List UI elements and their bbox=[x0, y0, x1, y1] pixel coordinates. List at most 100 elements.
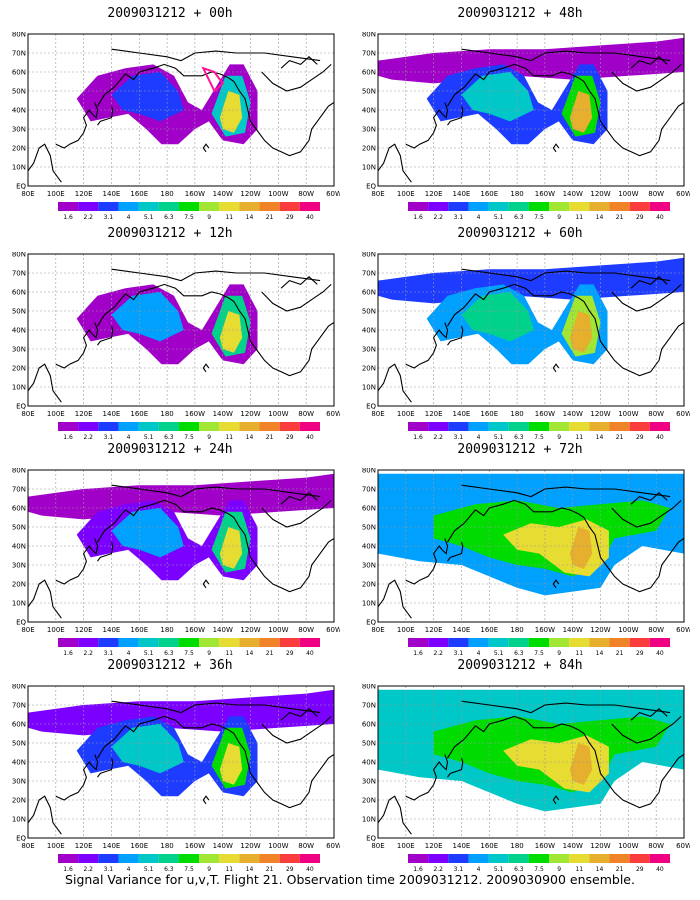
colorbar-swatch bbox=[58, 202, 79, 211]
lat-tick-label: 30N bbox=[12, 126, 26, 134]
lon-tick-label: 60W bbox=[676, 410, 690, 418]
lat-tick-label: 60N bbox=[12, 721, 26, 729]
lat-tick-label: 80N bbox=[12, 468, 26, 475]
coastline bbox=[611, 499, 682, 528]
lat-tick-label: 20N bbox=[12, 797, 26, 805]
variance-contour bbox=[111, 72, 184, 122]
colorbar-swatch bbox=[118, 638, 139, 647]
coastline bbox=[405, 322, 449, 369]
colorbar-label: 14 bbox=[246, 214, 254, 221]
colorbar-swatch bbox=[299, 422, 320, 431]
colorbar-label: 4 bbox=[477, 434, 481, 441]
colorbar-label: 9 bbox=[557, 650, 561, 657]
coastline bbox=[280, 56, 318, 69]
lon-tick-label: 80W bbox=[648, 190, 664, 198]
coastline bbox=[405, 754, 449, 801]
coastline bbox=[630, 708, 668, 721]
colorbar-swatch bbox=[508, 422, 529, 431]
coastline bbox=[447, 715, 685, 809]
lon-tick-label: 160W bbox=[185, 626, 205, 634]
lon-tick-label: 80E bbox=[371, 410, 384, 418]
lat-tick-label: 80N bbox=[362, 32, 376, 39]
lat-tick-label: 50N bbox=[362, 308, 376, 316]
colorbar-label: 5.1 bbox=[144, 866, 154, 873]
lon-tick-label: 140W bbox=[563, 842, 583, 850]
coastline bbox=[27, 363, 62, 403]
figure-caption: Signal Variance for u,v,T. Flight 21. Ob… bbox=[65, 872, 635, 887]
colorbar-label: 21 bbox=[266, 214, 274, 221]
lat-tick-label: 70N bbox=[362, 270, 376, 278]
colorbar-label: 4 bbox=[477, 214, 481, 221]
colorbar-label: 21 bbox=[266, 866, 274, 873]
lat-tick-label: EQ bbox=[16, 183, 26, 191]
colorbar-swatch bbox=[299, 638, 320, 647]
coastline bbox=[97, 63, 335, 157]
coastline bbox=[447, 106, 464, 126]
lon-tick-label: 80W bbox=[298, 190, 314, 198]
coastline bbox=[55, 754, 99, 801]
coastline bbox=[55, 102, 99, 149]
colorbar-label: 29 bbox=[636, 866, 644, 873]
colorbar-label: 3.1 bbox=[454, 866, 464, 873]
colorbar-label: 11 bbox=[575, 214, 583, 221]
lon-tick-label: 120W bbox=[240, 842, 260, 850]
lat-tick-label: 50N bbox=[362, 88, 376, 96]
lon-tick-label: 160E bbox=[130, 626, 148, 634]
lon-tick-label: 120E bbox=[75, 190, 93, 198]
colorbar-label: 7.5 bbox=[534, 434, 544, 441]
lon-tick-label: 100W bbox=[268, 626, 288, 634]
lon-tick-label: 180 bbox=[510, 842, 523, 850]
colorbar-swatch bbox=[549, 638, 570, 647]
lat-tick-label: 70N bbox=[12, 270, 26, 278]
coastline bbox=[630, 56, 668, 69]
lon-tick-label: 140W bbox=[563, 626, 583, 634]
lat-tick-label: EQ bbox=[16, 619, 26, 627]
colorbar-label: 40 bbox=[656, 434, 664, 441]
panel-36h: 2009031212 + 36h 80E 100E 120E 140E 160E 180 16… bbox=[0, 652, 340, 882]
colorbar-label: 14 bbox=[246, 866, 254, 873]
colorbar-swatch bbox=[428, 202, 449, 211]
colorbar-swatch bbox=[549, 422, 570, 431]
lon-tick-label: 160W bbox=[185, 190, 205, 198]
colorbar-swatch bbox=[549, 202, 570, 211]
lat-tick-label: 60N bbox=[362, 289, 376, 297]
lon-tick-label: 60W bbox=[326, 190, 340, 198]
colorbar-swatch bbox=[178, 638, 200, 647]
colorbar-label: 2.2 bbox=[433, 650, 443, 657]
colorbar-swatch bbox=[138, 638, 159, 647]
lon-tick-label: 120W bbox=[240, 190, 260, 198]
colorbar-label: 11 bbox=[225, 866, 233, 873]
lon-tick-label: 140E bbox=[453, 626, 471, 634]
colorbar-swatch bbox=[488, 202, 509, 211]
colorbar-swatch bbox=[259, 202, 280, 211]
colorbar-swatch bbox=[279, 854, 300, 863]
lon-tick-label: 140W bbox=[213, 410, 233, 418]
coastline bbox=[611, 63, 682, 92]
colorbar-swatch bbox=[589, 202, 610, 211]
lat-tick-label: 80N bbox=[362, 684, 376, 691]
colorbar-label: 21 bbox=[266, 434, 274, 441]
colorbar-swatch bbox=[199, 854, 220, 863]
colorbar-swatch bbox=[199, 422, 220, 431]
colorbar-label: 11 bbox=[575, 650, 583, 657]
colorbar-swatch bbox=[158, 638, 179, 647]
colorbar-swatch bbox=[98, 202, 119, 211]
coastline bbox=[97, 715, 335, 809]
variance-contour bbox=[219, 91, 243, 133]
panel-00h: 2009031212 + 00h 80E 100E 120E 140E 160E 180 16… bbox=[0, 0, 340, 230]
coastline bbox=[111, 700, 321, 714]
coastline bbox=[552, 579, 560, 589]
lon-tick-label: 160E bbox=[130, 410, 148, 418]
colorbar-swatch bbox=[58, 638, 79, 647]
colorbar-swatch bbox=[448, 854, 469, 863]
coastline bbox=[55, 322, 99, 369]
lon-tick-label: 80E bbox=[21, 842, 34, 850]
panel-24h: 2009031212 + 24h 80E 100E 120E 140E 160E 180 16… bbox=[0, 436, 340, 666]
lon-tick-label: 120E bbox=[425, 842, 443, 850]
panel-72h: 2009031212 + 72h 80E 100E 120E 140E 160E 180 16… bbox=[350, 436, 690, 666]
colorbar-swatch bbox=[239, 422, 260, 431]
colorbar-swatch bbox=[98, 854, 119, 863]
colorbar-label: 7.5 bbox=[534, 650, 544, 657]
lon-tick-label: 140E bbox=[453, 190, 471, 198]
lat-tick-label: EQ bbox=[16, 835, 26, 843]
